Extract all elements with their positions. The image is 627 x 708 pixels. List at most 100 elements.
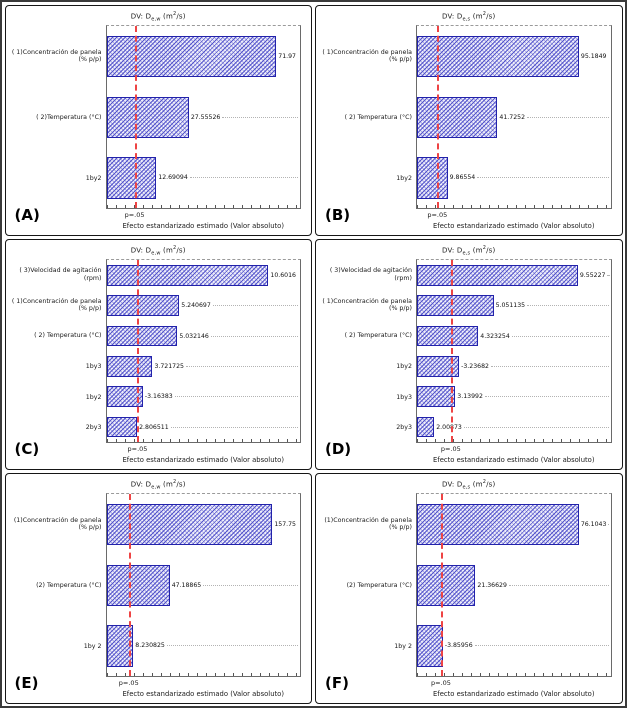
y-axis-label: ( 1)Concentración de panela (% p/p) — [322, 297, 412, 313]
p05-reference-line — [437, 26, 440, 209]
title-prefix: DV: D — [442, 479, 463, 488]
pareto-panel-b: DV: De,s (m2/s) ( 1)Concentración de pan… — [315, 4, 623, 236]
panel-letter: (B) — [325, 205, 351, 224]
y-axis-label: ( 2) Temperatura (°C) — [34, 332, 102, 340]
x-axis-title: Efecto estandarizado estimado (Valor abs… — [433, 690, 595, 699]
plot-area: p=.05 95.1849 41.7252 9.86554 — [416, 25, 612, 219]
title-unit-sup: 2 — [482, 10, 487, 17]
leader-line — [607, 274, 609, 276]
title-subscript: e,w — [151, 16, 161, 23]
bar-row: 2.806511 — [106, 412, 301, 442]
effect-bar — [417, 356, 460, 377]
bar-row: 3.13992 — [417, 382, 611, 412]
p-value-label: p=.05 — [440, 445, 461, 454]
bar-value-label: 3.13992 — [457, 393, 483, 401]
x-axis-title: Efecto estandarizado estimado (Valor abs… — [122, 456, 284, 465]
bar-row: 21.36629 — [417, 555, 611, 616]
leader-line — [189, 177, 298, 179]
title-unit-sup: 2 — [172, 244, 177, 251]
bar-row: -3.85956 — [417, 616, 611, 677]
title-unit-pre: (m — [470, 245, 483, 254]
chart-body: ( 1)Concentración de panela (% p/p) ( 2)T… — [6, 25, 301, 219]
leader-line — [174, 396, 298, 398]
title-unit-pre: (m — [160, 479, 173, 488]
title-subscript: e,s — [462, 16, 471, 23]
plot-area: p=.05 157.75 47.18865 8.230825 — [105, 493, 301, 687]
chart-title: DV: De,s (m2/s) — [316, 479, 622, 491]
bar-row: 5.051135 — [417, 291, 611, 321]
pareto-panel-c: DV: De,w (m2/s) ( 3)Velocidad de agitaci… — [4, 238, 312, 470]
title-prefix: DV: D — [442, 11, 463, 20]
title-unit-sup: 2 — [172, 478, 177, 485]
p-value-label: p=.05 — [124, 211, 145, 220]
title-subscript: e,w — [151, 250, 161, 257]
bar-row: 8.230825 — [106, 616, 301, 677]
effect-bar — [106, 265, 269, 286]
p-value-label: p=.05 — [118, 679, 139, 688]
title-subscript: e,s — [462, 484, 471, 491]
effect-bar — [417, 96, 498, 138]
y-axis-label: ( 1)Concentración de panela (% p/p) — [322, 48, 412, 63]
chart-body: (1)Concentración de panela (% p/p) (2) Te… — [316, 493, 612, 687]
bar-value-label: 9.55227 — [579, 271, 606, 279]
title-unit-pre: (m — [470, 11, 483, 20]
effect-bar — [106, 35, 277, 78]
effect-bar — [106, 157, 157, 199]
x-axis-ticks — [106, 205, 300, 209]
leader-line — [484, 396, 609, 398]
y-axis-label: 1by2 — [85, 393, 102, 401]
bar-row: 76.1043 — [417, 494, 611, 555]
leader-line — [166, 645, 298, 647]
effect-bar — [106, 386, 143, 407]
p05-reference-line — [440, 494, 443, 677]
bar-value-label: -3.23682 — [461, 362, 489, 370]
bar-value-label: 157.75 — [274, 521, 296, 529]
plot-area: p=.05 71.97 27.55526 12.69094 — [105, 25, 301, 219]
y-axis-label: ( 2) Temperatura (°C) — [344, 113, 412, 121]
p05-reference-line — [450, 260, 453, 443]
effect-bar — [417, 325, 479, 347]
y-axis-label: ( 1)Concentración de panela (% p/p) — [11, 48, 102, 63]
bar-value-label: 2.806511 — [139, 423, 169, 431]
bar-value-label: 5.051135 — [495, 302, 526, 310]
effect-bar — [417, 386, 456, 407]
x-axis-ticks — [417, 673, 611, 677]
leader-line — [490, 365, 609, 367]
chart-title: DV: De,s (m2/s) — [316, 245, 622, 257]
leader-line — [508, 584, 609, 586]
bar-row: 41.7252 — [417, 87, 611, 148]
title-unit-post: /s) — [176, 479, 186, 488]
p05-reference-line — [137, 260, 140, 443]
p05-reference-line — [134, 26, 137, 209]
title-unit-pre: (m — [470, 479, 483, 488]
bar-value-label: -3.85956 — [444, 642, 473, 650]
title-unit-post: /s) — [486, 479, 496, 488]
y-axis-label: (2) Temperatura (°C) — [36, 581, 102, 589]
y-axis-labels: (1)Concentración de panela (% p/p) (2) Te… — [6, 493, 106, 677]
bar-row: 2.00873 — [417, 412, 611, 442]
bar-value-label: 5.240697 — [181, 302, 211, 310]
effect-bar — [417, 503, 579, 546]
effect-bar — [417, 564, 476, 606]
bar-row: 9.86554 — [417, 148, 611, 209]
effect-bar — [106, 503, 273, 546]
leader-line — [527, 116, 609, 118]
p-value-label: p=.05 — [127, 445, 148, 454]
bar-value-label: -3.16383 — [144, 393, 173, 401]
x-axis-ticks — [417, 439, 611, 443]
effect-bar — [106, 416, 138, 438]
leader-line — [203, 584, 298, 586]
y-axis-label: 2by3 — [85, 424, 102, 432]
leader-line — [185, 365, 298, 367]
y-axis-labels: ( 3)Velocidad de agitación (rpm) ( 1)Conc… — [316, 259, 416, 443]
bar-row: 95.1849 — [417, 26, 611, 87]
title-subscript: e,s — [462, 250, 471, 257]
plot-area: p=.05 10.6016 5.240697 5.032146 3.721725 -3.… — [105, 259, 301, 453]
title-unit-sup: 2 — [482, 244, 487, 251]
plot-area: p=.05 9.55227 5.051135 4.323254 -3.23682 3.1… — [416, 259, 612, 453]
chart-title: DV: De,w (m2/s) — [6, 479, 312, 491]
bar-value-label: 41.7252 — [499, 113, 526, 121]
p05-reference-line — [128, 494, 131, 677]
chart-title: DV: De,w (m2/s) — [6, 11, 312, 23]
bar-value-label: 21.36629 — [477, 581, 507, 589]
